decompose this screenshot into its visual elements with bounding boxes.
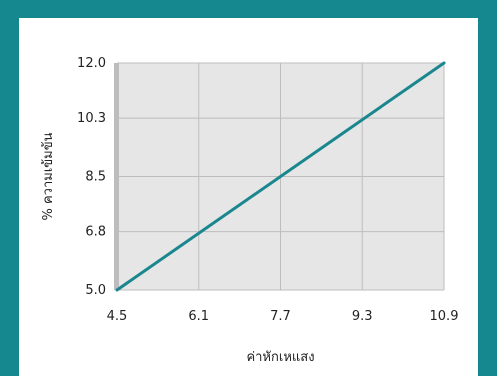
y-tick-label: 8.5 [85, 170, 106, 185]
x-tick-labels: 4.5 6.1 7.7 9.3 10.9 [107, 309, 459, 324]
x-tick-label: 6.1 [188, 309, 209, 324]
series-line [115, 61, 446, 292]
x-tick-label: 4.5 [107, 309, 128, 324]
y-axis-label: % ความเข้มข้น [41, 132, 56, 220]
y-tick-label: 6.8 [85, 225, 106, 240]
chart-card: 4.5 6.1 7.7 9.3 10.9 5.0 6.8 8.5 10.3 12.0 ค่าหั… [19, 18, 478, 376]
y-tick-label: 10.3 [77, 111, 106, 126]
x-tick-label: 9.3 [352, 309, 373, 324]
y-tick-label: 5.0 [85, 283, 106, 298]
x-axis-label: ค่าหักเหแสง [246, 350, 314, 365]
line-chart: 4.5 6.1 7.7 9.3 10.9 5.0 6.8 8.5 10.3 12.0 ค่าหั… [41, 56, 459, 365]
series-group [115, 61, 446, 292]
y-axis-bar [114, 63, 119, 290]
y-tick-labels: 5.0 6.8 8.5 10.3 12.0 [77, 56, 106, 298]
y-tick-label: 12.0 [77, 56, 106, 71]
x-tick-label: 7.7 [270, 309, 291, 324]
x-tick-label: 10.9 [430, 309, 459, 324]
